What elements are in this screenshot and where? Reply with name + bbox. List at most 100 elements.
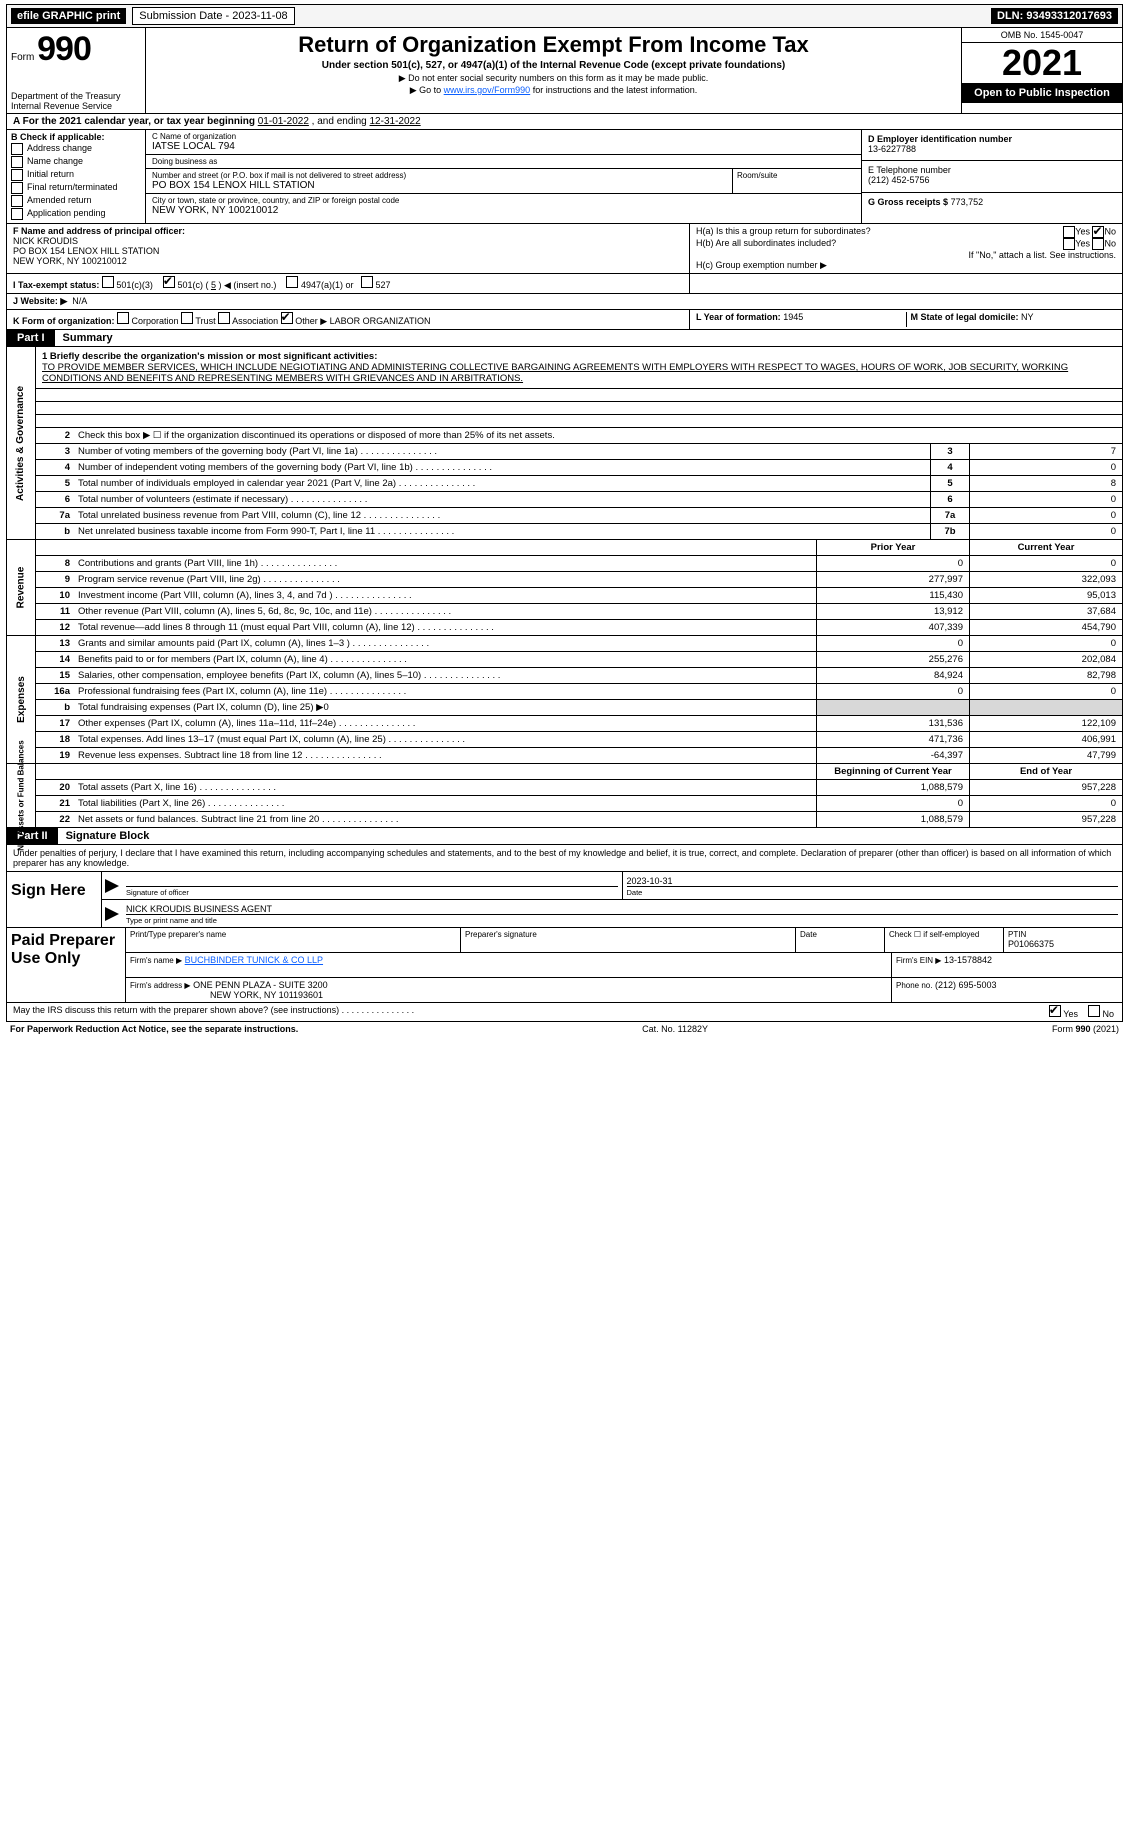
ha-yes[interactable]	[1063, 226, 1075, 238]
row-num: 21	[36, 796, 74, 811]
row-box: 7b	[930, 524, 969, 539]
chk-amended[interactable]	[11, 195, 23, 207]
row-current: 406,991	[969, 732, 1122, 747]
box-k-label: K Form of organization:	[13, 316, 115, 326]
hb-note: If "No," attach a list. See instructions…	[696, 250, 1116, 260]
row-prior: 407,339	[816, 620, 969, 635]
part-i-pill: Part I	[7, 330, 55, 346]
sub3-post: for instructions and the latest informat…	[530, 85, 697, 95]
lbl-initial-return: Initial return	[27, 169, 74, 179]
row-prior	[816, 700, 969, 715]
sig-date-label: Date	[627, 887, 1119, 897]
row-prior: 84,924	[816, 668, 969, 683]
chk-527[interactable]	[361, 276, 373, 288]
discuss-yes[interactable]	[1049, 1005, 1061, 1017]
row-text: Net assets or fund balances. Subtract li…	[74, 812, 816, 827]
end-year-hdr: End of Year	[969, 764, 1122, 779]
row-num: 10	[36, 588, 74, 603]
row-text: Investment income (Part VIII, column (A)…	[74, 588, 816, 603]
lbl-name-change: Name change	[27, 156, 83, 166]
org-street: PO BOX 154 LENOX HILL STATION	[152, 180, 726, 191]
row-box: 4	[930, 460, 969, 475]
sum-row-exp: 17Other expenses (Part IX, column (A), l…	[36, 716, 1122, 732]
chk-app-pending[interactable]	[11, 208, 23, 220]
row-num: 13	[36, 636, 74, 651]
row-box: 3	[930, 444, 969, 459]
chk-4947a1[interactable]	[286, 276, 298, 288]
ha-no[interactable]	[1092, 226, 1104, 238]
lbl-trust: Trust	[195, 316, 215, 326]
row-prior: 0	[816, 556, 969, 571]
box-j-label: J Website: ▶	[13, 296, 67, 306]
lbl-501c-post: ) ◀ (insert no.)	[216, 280, 276, 290]
box-g-label: G Gross receipts $	[868, 197, 948, 207]
row-current: 95,013	[969, 588, 1122, 603]
sign-arrow-2	[102, 900, 122, 927]
sig-name-label: Type or print name and title	[126, 915, 1118, 925]
discuss-no[interactable]	[1088, 1005, 1100, 1017]
row-text: Other revenue (Part VIII, column (A), li…	[74, 604, 816, 619]
part-ii-header: Part II Signature Block	[6, 828, 1123, 845]
row-text: Total number of individuals employed in …	[74, 476, 930, 491]
line-a-end: 12-31-2022	[370, 116, 421, 127]
chk-corp[interactable]	[117, 312, 129, 324]
sum-row-exp: 13Grants and similar amounts paid (Part …	[36, 636, 1122, 652]
row-num: 22	[36, 812, 74, 827]
subtitle-3: ▶ Go to www.irs.gov/Form990 for instruct…	[150, 85, 957, 96]
hb-no[interactable]	[1092, 238, 1104, 250]
chk-initial-return[interactable]	[11, 169, 23, 181]
lbl-527: 527	[376, 280, 391, 290]
row-i: I Tax-exempt status: 501(c)(3) 501(c) ( …	[6, 274, 1123, 294]
prep-selfemp-lbl: Check ☐ if self-employed	[889, 930, 999, 939]
sum-row-exp: 19Revenue less expenses. Subtract line 1…	[36, 748, 1122, 763]
row-text: Total revenue—add lines 8 through 11 (mu…	[74, 620, 816, 635]
website: N/A	[72, 296, 87, 306]
firm-ein-lbl: Firm's EIN ▶	[896, 956, 941, 965]
row-text: Total number of volunteers (estimate if …	[74, 492, 930, 507]
chk-501c[interactable]	[163, 276, 175, 288]
sum-row-exp: bTotal fundraising expenses (Part IX, co…	[36, 700, 1122, 716]
sub3-pre: ▶ Go to	[410, 85, 444, 95]
row-klm: K Form of organization: Corporation Trus…	[6, 310, 1123, 330]
sum-row-gov: 6Total number of volunteers (estimate if…	[36, 492, 1122, 508]
row-text: Salaries, other compensation, employee b…	[74, 668, 816, 683]
chk-final-return[interactable]	[11, 182, 23, 194]
row-current: 122,109	[969, 716, 1122, 731]
chk-name-change[interactable]	[11, 156, 23, 168]
part-ii-pill: Part II	[7, 828, 58, 844]
current-year-hdr: Current Year	[969, 540, 1122, 555]
chk-trust[interactable]	[181, 312, 193, 324]
lbl-501c3: 501(c)(3)	[116, 280, 153, 290]
chk-address-change[interactable]	[11, 143, 23, 155]
firm-name[interactable]: BUCHBINDER TUNICK & CO LLP	[185, 955, 323, 965]
officer-addr2: NEW YORK, NY 100210012	[13, 256, 683, 266]
efile-topbar: efile GRAPHIC print Submission Date - 20…	[6, 4, 1123, 28]
sum-row-gov: 5Total number of individuals employed in…	[36, 476, 1122, 492]
chk-other[interactable]	[281, 312, 293, 324]
row-current: 37,684	[969, 604, 1122, 619]
row-j: J Website: ▶ N/A	[6, 294, 1123, 310]
row-text: Contributions and grants (Part VIII, lin…	[74, 556, 816, 571]
sum-row-net: 22Net assets or fund balances. Subtract …	[36, 812, 1122, 827]
row-num: 3	[36, 444, 74, 459]
row-end: 0	[969, 796, 1122, 811]
irs-link[interactable]: www.irs.gov/Form990	[444, 85, 531, 95]
form-number: 990	[37, 30, 91, 68]
ein: 13-6227788	[868, 144, 1116, 154]
form-footer: Form 990 (2021)	[1052, 1024, 1119, 1034]
box-c-name-label: C Name of organization	[152, 132, 855, 141]
box-f-label: F Name and address of principal officer:	[13, 226, 683, 236]
omb-number: OMB No. 1545-0047	[962, 28, 1122, 43]
box-e-label: E Telephone number	[868, 165, 1116, 175]
row-text: Total fundraising expenses (Part IX, col…	[74, 700, 816, 715]
sum-row-gov: 4Number of independent voting members of…	[36, 460, 1122, 476]
row-val: 0	[969, 460, 1122, 475]
summary-expenses: Expenses 13Grants and similar amounts pa…	[6, 636, 1123, 764]
hb-yes[interactable]	[1063, 238, 1075, 250]
hb-yes-lbl: Yes	[1075, 238, 1090, 248]
row-begin: 0	[816, 796, 969, 811]
chk-assoc[interactable]	[218, 312, 230, 324]
row-text: Total unrelated business revenue from Pa…	[74, 508, 930, 523]
chk-501c3[interactable]	[102, 276, 114, 288]
row-val: 0	[969, 524, 1122, 539]
